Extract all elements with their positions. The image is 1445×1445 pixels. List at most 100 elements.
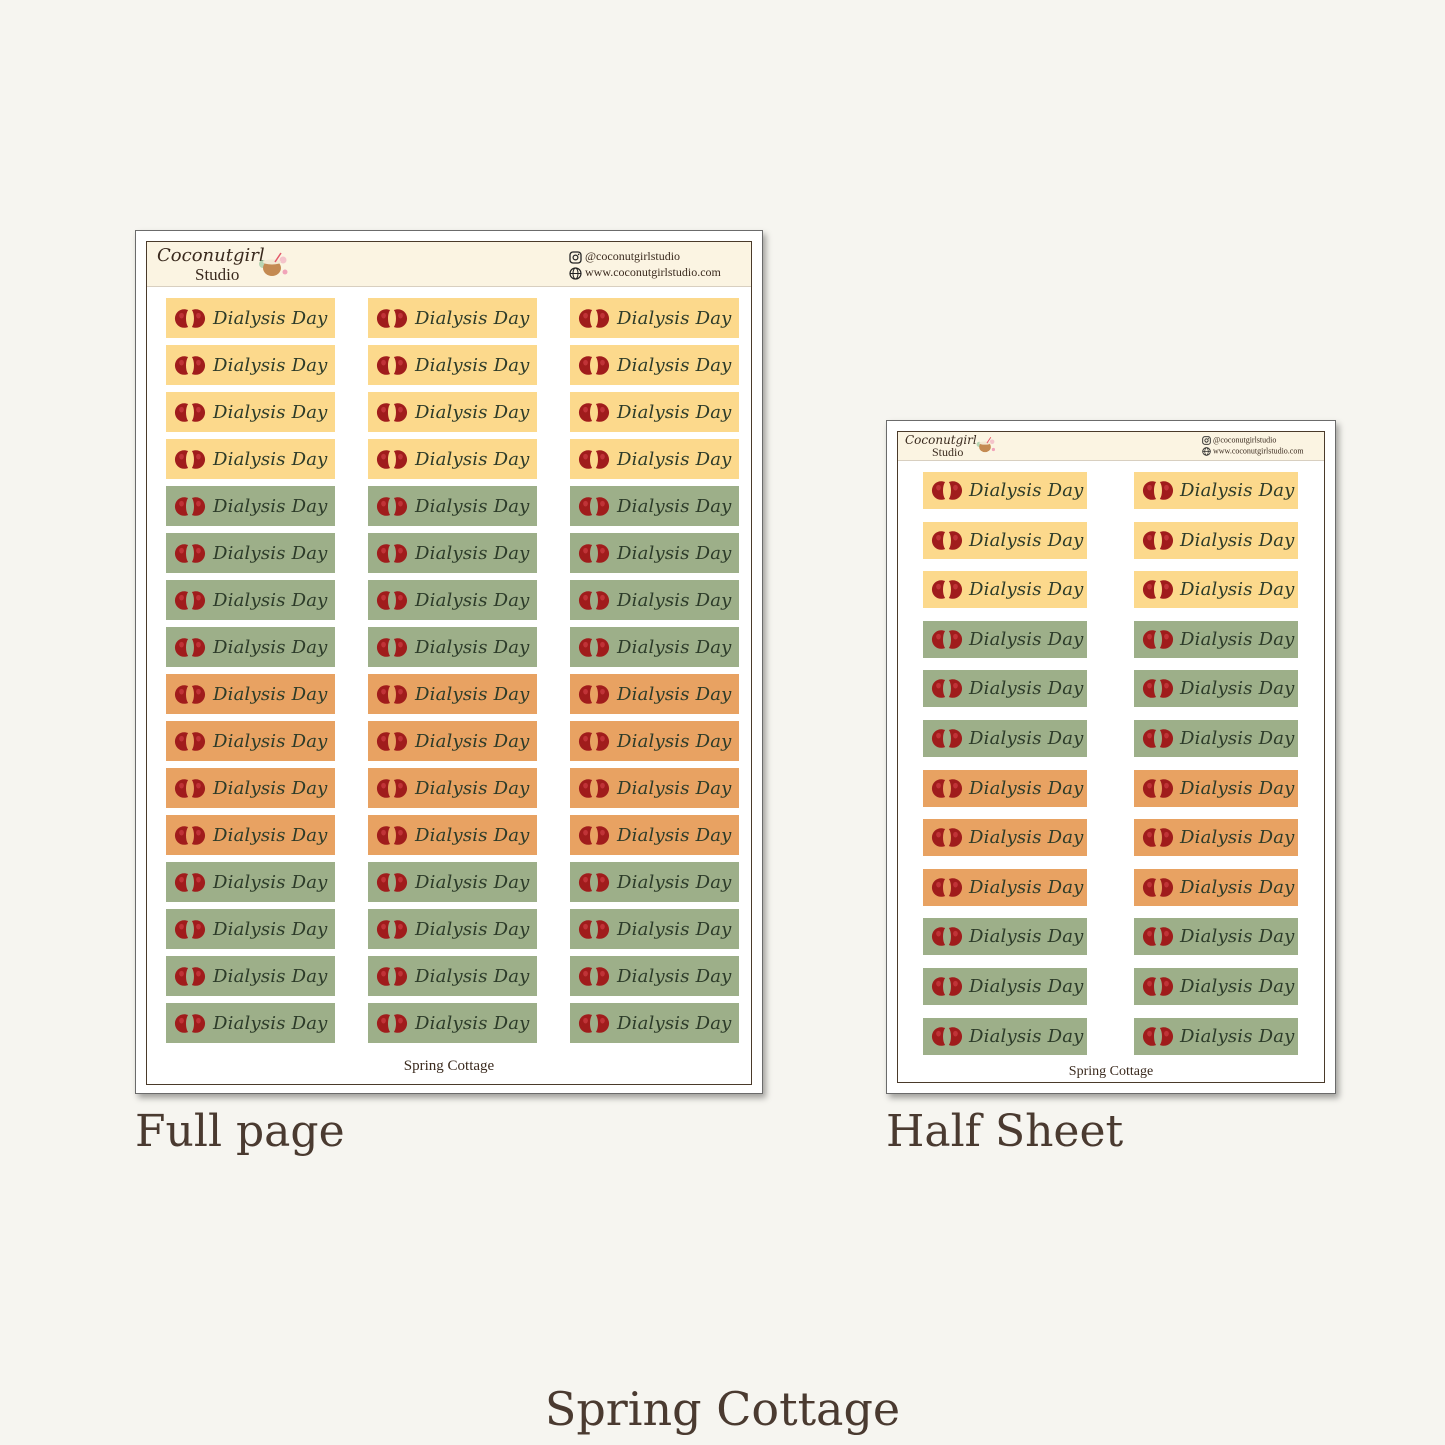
kidney-icon: [376, 543, 408, 563]
kidney-icon: [1142, 729, 1174, 748]
half-sheet-sticker-grid: Dialysis Day Dialysis Day Dialysis Day Dial…: [923, 472, 1298, 1055]
sticker-label: Dialysis Day: [213, 871, 328, 893]
sticker: Dialysis Day: [570, 815, 739, 855]
kidney-icon: [931, 1026, 963, 1046]
sticker-label: Dialysis Day: [969, 876, 1084, 898]
sticker-label: Dialysis Day: [213, 636, 328, 658]
sticker-label: Dialysis Day: [213, 730, 328, 752]
sticker-label: Dialysis Day: [213, 965, 328, 987]
sticker: Dialysis Day: [166, 486, 335, 526]
kidney-icon: [578, 825, 610, 845]
sticker-label: Dialysis Day: [617, 636, 732, 658]
sticker-label: Dialysis Day: [1180, 876, 1295, 898]
kidney-icon: [578, 402, 610, 422]
full-page-sheet: Coconutgirl Studio @coconutgirlstudio: [135, 230, 763, 1094]
sticker: Dialysis Day: [923, 620, 1087, 658]
sticker: Dialysis Day: [1134, 1017, 1298, 1055]
kidney-icon: [376, 355, 408, 375]
kidney-icon: [376, 402, 408, 422]
sticker: Dialysis Day: [368, 674, 537, 714]
sticker-label: Dialysis Day: [415, 965, 530, 987]
sticker-label: Dialysis Day: [415, 589, 530, 611]
sticker-label: Dialysis Day: [969, 628, 1084, 650]
sticker-label: Dialysis Day: [969, 1025, 1084, 1047]
sticker: Dialysis Day: [166, 815, 335, 855]
sticker: Dialysis Day: [368, 815, 537, 855]
sticker-label: Dialysis Day: [617, 542, 732, 564]
sticker: Dialysis Day: [368, 298, 537, 338]
sticker-label: Dialysis Day: [415, 730, 530, 752]
sticker: Dialysis Day: [923, 472, 1087, 509]
kidney-icon: [376, 449, 408, 469]
kidney-icon: [174, 778, 206, 798]
sticker-label: Dialysis Day: [213, 354, 328, 376]
kidney-icon: [174, 355, 206, 375]
sticker: Dialysis Day: [1134, 571, 1298, 609]
sticker-label: Dialysis Day: [969, 579, 1084, 601]
sticker-label: Dialysis Day: [1180, 975, 1295, 997]
kidney-icon: [174, 496, 206, 516]
sticker: Dialysis Day: [1134, 472, 1298, 509]
sticker-label: Dialysis Day: [1180, 678, 1295, 700]
sticker-label: Dialysis Day: [1180, 579, 1295, 601]
kidney-icon: [1142, 927, 1174, 947]
sticker: Dialysis Day: [923, 670, 1087, 708]
sticker: Dialysis Day: [570, 533, 739, 573]
kidney-icon: [1142, 977, 1174, 996]
sticker: Dialysis Day: [570, 862, 739, 902]
sticker-label: Dialysis Day: [969, 926, 1084, 948]
kidney-icon: [376, 919, 408, 939]
kidney-icon: [578, 1013, 610, 1033]
kidney-icon: [1142, 629, 1174, 649]
brand-name: Coconutgirl: [157, 245, 265, 266]
brand-name: Coconutgirl: [905, 433, 977, 447]
sticker-label: Dialysis Day: [213, 495, 328, 517]
sticker-label: Dialysis Day: [415, 307, 530, 329]
sticker-label: Dialysis Day: [415, 777, 530, 799]
kidney-icon: [376, 1013, 408, 1033]
kidney-icon: [174, 402, 206, 422]
sticker-label: Dialysis Day: [213, 1012, 328, 1034]
website-contact: www.coconutgirlstudio.com: [569, 266, 721, 280]
sticker: Dialysis Day: [166, 862, 335, 902]
sticker: Dialysis Day: [923, 967, 1087, 1005]
website-url: www.coconutgirlstudio.com: [1213, 446, 1304, 456]
kidney-icon: [931, 778, 963, 798]
kidney-icon: [1142, 828, 1174, 847]
sticker: Dialysis Day: [1134, 819, 1298, 857]
sticker: Dialysis Day: [1134, 918, 1298, 956]
globe-icon: [1202, 447, 1211, 456]
sticker: Dialysis Day: [368, 721, 537, 761]
sticker: Dialysis Day: [570, 909, 739, 949]
sticker-label: Dialysis Day: [1180, 1025, 1295, 1047]
half-sheet-border: Coconutgirl Studio @coconutgirlstudio: [897, 431, 1325, 1083]
sticker: Dialysis Day: [166, 345, 335, 385]
sticker: Dialysis Day: [1134, 719, 1298, 757]
sticker-label: Dialysis Day: [969, 480, 1084, 501]
kidney-icon: [931, 927, 963, 947]
sticker: Dialysis Day: [570, 345, 739, 385]
main-title: Spring Cottage: [544, 1382, 901, 1436]
kidney-icon: [376, 825, 408, 845]
brand-sub: Studio: [932, 445, 964, 459]
sticker-label: Dialysis Day: [617, 871, 732, 893]
instagram-contact: @coconutgirlstudio: [1202, 436, 1276, 445]
sticker: Dialysis Day: [166, 439, 335, 479]
sticker: Dialysis Day: [166, 768, 335, 808]
kidney-icon: [174, 308, 206, 328]
sticker-label: Dialysis Day: [1180, 628, 1295, 650]
sticker-label: Dialysis Day: [969, 777, 1084, 799]
sticker-label: Dialysis Day: [1180, 480, 1295, 501]
kidney-icon: [1142, 778, 1174, 798]
kidney-icon: [1142, 1026, 1174, 1046]
sticker-label: Dialysis Day: [617, 965, 732, 987]
full-page-brand-header: Coconutgirl Studio @coconutgirlstudio: [147, 242, 751, 287]
kidney-icon: [174, 590, 206, 610]
sticker: Dialysis Day: [923, 769, 1087, 807]
sticker: Dialysis Day: [570, 768, 739, 808]
half-sheet-caption: Half Sheet: [886, 1106, 1124, 1157]
kidney-icon: [376, 731, 408, 751]
kidney-icon: [578, 966, 610, 986]
kidney-icon: [174, 637, 206, 657]
sticker-label: Dialysis Day: [415, 354, 530, 376]
